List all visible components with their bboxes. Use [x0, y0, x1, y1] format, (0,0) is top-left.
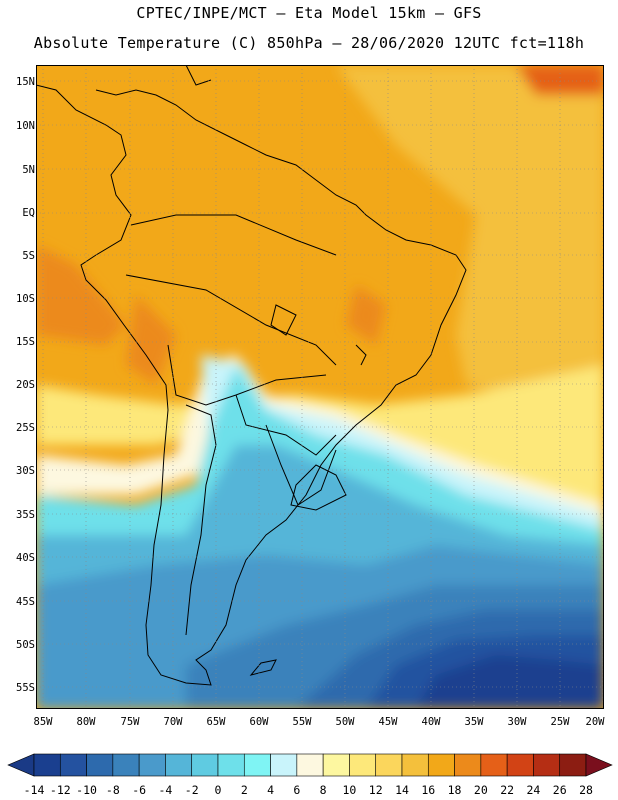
- lon-label: 60W: [249, 716, 269, 728]
- lon-label: 80W: [76, 716, 96, 728]
- colorbar-cell: [480, 753, 508, 777]
- colorbar-label: -10: [76, 783, 97, 797]
- colorbar-label: -12: [49, 783, 71, 797]
- lat-label: 20S: [16, 379, 35, 391]
- colorbar-label: 24: [526, 783, 541, 797]
- colorbar-cell: [427, 753, 455, 777]
- lon-label: 55W: [292, 716, 312, 728]
- colorbar-cell: [454, 753, 482, 777]
- lon-label: 20W: [585, 716, 605, 728]
- lon-label: 45W: [378, 716, 398, 728]
- colorbar-label: 18: [447, 783, 462, 797]
- colorbar-label: -8: [105, 783, 120, 797]
- temperature-map: [36, 65, 604, 709]
- colorbar-label: 22: [500, 783, 515, 797]
- colorbar-cell: [112, 753, 140, 777]
- colorbar-label: 12: [368, 783, 383, 797]
- colorbar-label: 4: [267, 783, 275, 797]
- lon-label: 30W: [507, 716, 527, 728]
- lon-label: 50W: [335, 716, 355, 728]
- colorbar-label: 20: [473, 783, 488, 797]
- lat-label: 25S: [16, 422, 35, 434]
- colorbar-label: -2: [184, 783, 199, 797]
- colorbar-label: 14: [395, 783, 409, 797]
- colorbar-cell: [243, 753, 271, 777]
- map-frame: [36, 65, 604, 709]
- colorbar-cell: [270, 753, 298, 777]
- colorbar-label: 26: [552, 783, 567, 797]
- colorbar-label: 10: [342, 783, 357, 797]
- colorbar-label: 0: [214, 783, 222, 797]
- colorbar-label: -4: [158, 783, 173, 797]
- colorbar-cell: [322, 753, 350, 777]
- colorbar-cell: [33, 753, 61, 777]
- lon-label: 35W: [464, 716, 484, 728]
- lat-label: 15S: [16, 336, 35, 348]
- colorbar-label: 16: [421, 783, 436, 797]
- lon-label: 85W: [33, 716, 53, 728]
- colorbar-label: 8: [319, 783, 327, 797]
- lat-label: 50S: [16, 639, 35, 651]
- map-title-line1: CPTEC/INPE/MCT – Eta Model 15km – GFS: [136, 4, 482, 22]
- colorbar-cell: [165, 753, 193, 777]
- colorbar-label: 6: [293, 783, 301, 797]
- lat-label: 5N: [22, 164, 35, 176]
- colorbar-left-arrow: [7, 753, 35, 777]
- lat-label: 10N: [16, 120, 35, 132]
- colorbar-cell: [506, 753, 534, 777]
- lon-label: 40W: [421, 716, 441, 728]
- colorbar-cell: [375, 753, 403, 777]
- colorbar-label: -6: [132, 783, 147, 797]
- lon-label: 65W: [206, 716, 226, 728]
- lon-label: 25W: [550, 716, 570, 728]
- lon-label: 70W: [163, 716, 183, 728]
- colorbar-cell: [86, 753, 114, 777]
- colorbar-right-arrow: [585, 753, 613, 777]
- colorbar-cell: [138, 753, 166, 777]
- colorbar-cell: [191, 753, 219, 777]
- colorbar-cell: [59, 753, 87, 777]
- colorbar-cell: [296, 753, 324, 777]
- colorbar-cell: [217, 753, 245, 777]
- colorbar-cell: [559, 753, 587, 777]
- temperature-colorbar: [7, 753, 613, 777]
- lat-label: 10S: [16, 293, 35, 305]
- coastline: [36, 65, 467, 686]
- colorbar-cell: [349, 753, 377, 777]
- lon-label: 75W: [120, 716, 140, 728]
- lat-label: EQ: [22, 207, 35, 219]
- lat-label: 45S: [16, 596, 35, 608]
- colorbar-label: 2: [240, 783, 248, 797]
- colorbar-cell: [533, 753, 561, 777]
- lat-label: 35S: [16, 509, 35, 521]
- colorbar-label: 28: [579, 783, 593, 797]
- lat-label: 40S: [16, 552, 35, 564]
- lat-label: 55S: [16, 682, 35, 694]
- map-title-line2: Absolute Temperature (C) 850hPa – 28/06/…: [33, 34, 585, 52]
- colorbar-cell: [401, 753, 429, 777]
- lat-label: 15N: [16, 76, 35, 88]
- lat-label: 5S: [22, 250, 35, 262]
- colorbar-label: -14: [23, 783, 45, 797]
- lat-label: 30S: [16, 465, 35, 477]
